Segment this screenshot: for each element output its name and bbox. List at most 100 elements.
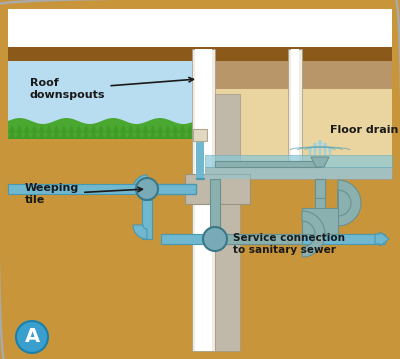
Text: Weeping
tile: Weeping tile — [25, 183, 142, 205]
Polygon shape — [134, 131, 142, 139]
Polygon shape — [291, 49, 299, 174]
Polygon shape — [205, 155, 392, 167]
Polygon shape — [104, 131, 112, 139]
Polygon shape — [161, 234, 226, 244]
Polygon shape — [16, 125, 24, 133]
Polygon shape — [323, 143, 327, 155]
Polygon shape — [8, 47, 392, 61]
Polygon shape — [156, 131, 164, 139]
Polygon shape — [45, 131, 53, 139]
Polygon shape — [23, 131, 31, 139]
Polygon shape — [90, 131, 98, 139]
Polygon shape — [97, 125, 105, 133]
Polygon shape — [302, 208, 338, 234]
Polygon shape — [119, 125, 127, 133]
Polygon shape — [315, 179, 325, 227]
Polygon shape — [97, 131, 105, 139]
Polygon shape — [302, 211, 325, 257]
Polygon shape — [60, 125, 68, 133]
Polygon shape — [90, 125, 98, 133]
Polygon shape — [196, 178, 204, 179]
Polygon shape — [215, 234, 302, 244]
Polygon shape — [149, 131, 157, 139]
Text: Floor drain: Floor drain — [330, 125, 398, 135]
Polygon shape — [185, 174, 250, 204]
Polygon shape — [311, 157, 329, 167]
Polygon shape — [8, 9, 195, 139]
Polygon shape — [205, 9, 392, 174]
Text: Service connection
to sanitary sewer: Service connection to sanitary sewer — [233, 233, 345, 255]
Polygon shape — [134, 125, 142, 133]
Text: A: A — [24, 327, 40, 346]
Polygon shape — [147, 184, 196, 194]
Polygon shape — [192, 49, 215, 351]
Polygon shape — [8, 179, 392, 351]
Polygon shape — [171, 131, 179, 139]
Polygon shape — [75, 125, 83, 133]
Polygon shape — [308, 147, 312, 155]
Polygon shape — [16, 131, 24, 139]
Polygon shape — [67, 125, 75, 133]
Polygon shape — [156, 125, 164, 133]
Polygon shape — [215, 161, 320, 167]
Polygon shape — [196, 129, 204, 179]
Polygon shape — [186, 131, 194, 139]
Polygon shape — [171, 125, 179, 133]
Polygon shape — [8, 139, 195, 351]
Polygon shape — [205, 167, 392, 179]
Polygon shape — [205, 167, 392, 179]
Polygon shape — [30, 131, 38, 139]
Polygon shape — [210, 179, 220, 227]
Polygon shape — [8, 131, 16, 139]
Polygon shape — [67, 131, 75, 139]
Polygon shape — [8, 9, 392, 47]
Text: Roof
downspouts: Roof downspouts — [30, 78, 193, 100]
Polygon shape — [142, 200, 152, 239]
Polygon shape — [60, 131, 68, 139]
Polygon shape — [23, 125, 31, 133]
Polygon shape — [38, 125, 46, 133]
Polygon shape — [8, 184, 147, 194]
Polygon shape — [133, 175, 147, 189]
Polygon shape — [142, 125, 150, 133]
Polygon shape — [82, 125, 90, 133]
Polygon shape — [45, 125, 53, 133]
Polygon shape — [127, 131, 135, 139]
Polygon shape — [328, 147, 332, 155]
Polygon shape — [127, 125, 135, 133]
Polygon shape — [164, 125, 172, 133]
Polygon shape — [52, 125, 60, 133]
Circle shape — [136, 178, 158, 200]
Polygon shape — [315, 179, 325, 198]
Circle shape — [16, 321, 48, 353]
Polygon shape — [178, 131, 186, 139]
Polygon shape — [52, 131, 60, 139]
Polygon shape — [38, 131, 46, 139]
Polygon shape — [205, 61, 392, 89]
Polygon shape — [186, 125, 194, 133]
Polygon shape — [82, 131, 90, 139]
Polygon shape — [318, 140, 322, 155]
FancyArrow shape — [375, 232, 389, 246]
Polygon shape — [195, 49, 212, 351]
Polygon shape — [75, 131, 83, 139]
Polygon shape — [119, 131, 127, 139]
Polygon shape — [193, 129, 207, 141]
Polygon shape — [8, 118, 195, 139]
Polygon shape — [164, 131, 172, 139]
Polygon shape — [30, 125, 38, 133]
Circle shape — [203, 227, 227, 251]
Polygon shape — [215, 94, 240, 351]
Polygon shape — [313, 143, 317, 155]
Polygon shape — [133, 225, 147, 239]
Polygon shape — [178, 125, 186, 133]
Polygon shape — [104, 125, 112, 133]
Polygon shape — [112, 131, 120, 139]
Polygon shape — [142, 131, 150, 139]
Polygon shape — [149, 125, 157, 133]
Polygon shape — [112, 125, 120, 133]
Polygon shape — [338, 180, 361, 226]
Polygon shape — [8, 125, 16, 133]
Polygon shape — [205, 9, 392, 49]
Polygon shape — [288, 49, 302, 174]
